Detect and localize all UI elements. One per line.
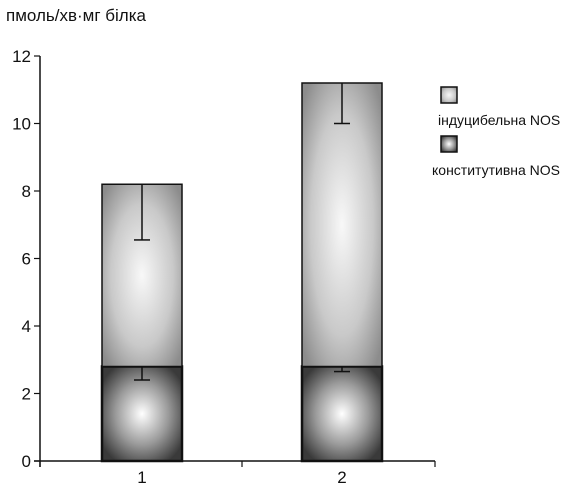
y-tick-label: 2 [22,385,31,404]
bar-segment [300,365,384,463]
y-tick-label: 8 [22,182,31,201]
legend-label: індуцибельна NOS [438,112,560,128]
y-tick-label: 0 [22,452,31,471]
y-tick-label: 6 [22,250,31,269]
bar-segment [301,82,383,368]
legend-swatch [440,135,458,153]
legend-label: конститутивна NOS [432,162,560,178]
x-tick-label: 2 [337,468,346,487]
y-tick-label: 12 [12,47,31,66]
y-tick-label: 4 [22,317,31,336]
y-tick-label: 10 [12,115,31,134]
y-axis-label: пмоль/хв·мг білка [6,6,146,25]
x-tick-label: 1 [137,468,146,487]
legend-swatch [440,86,458,104]
